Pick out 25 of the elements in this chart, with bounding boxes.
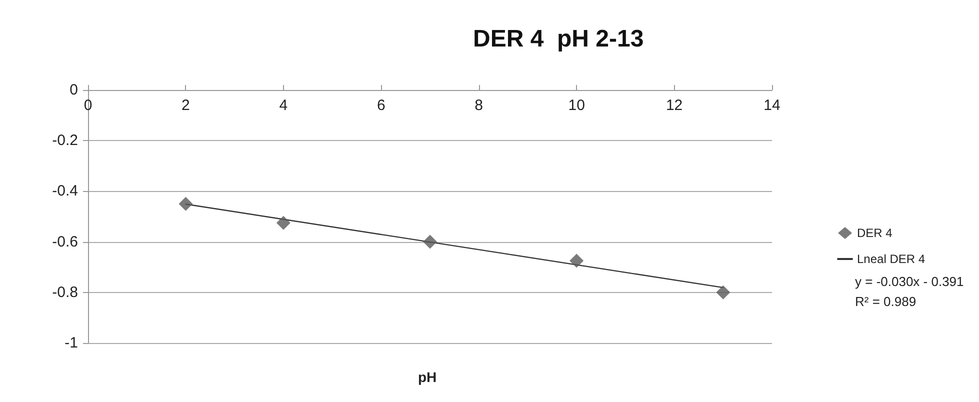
point (716, 285, 730, 300)
x-tick-label: 12 (666, 97, 683, 114)
x-tick-label: 10 (568, 97, 585, 114)
y-tick-label: -0.2 (52, 132, 78, 150)
point (276, 216, 290, 230)
legend-label: Lneal DER 4 (857, 252, 926, 266)
point (423, 234, 437, 249)
text: y = -0.030x - 0.391 (855, 274, 964, 289)
x-tick-label: 14 (764, 97, 780, 114)
chart-title: DER 4 pH 2-13 (473, 26, 644, 52)
x-tick-label: 0 (84, 97, 92, 114)
legend-label: DER 4 (857, 226, 893, 240)
x-tick-label: 4 (279, 97, 288, 114)
x-tick-label: 2 (182, 97, 190, 114)
y-tick-label: -0.4 (52, 182, 78, 200)
point (570, 254, 584, 268)
x-axis-title: pH (418, 369, 437, 385)
x-tick-label: 6 (376, 97, 386, 114)
point (178, 196, 193, 211)
y-tick-label: -0.8 (52, 284, 78, 301)
text: R² = 0.989 (855, 294, 916, 309)
y-tick-label: 0 (70, 82, 78, 98)
y-tick-label: -1 (64, 334, 78, 352)
y-tick-label: -0.6 (52, 233, 78, 250)
x-tick-label: 8 (474, 97, 484, 114)
